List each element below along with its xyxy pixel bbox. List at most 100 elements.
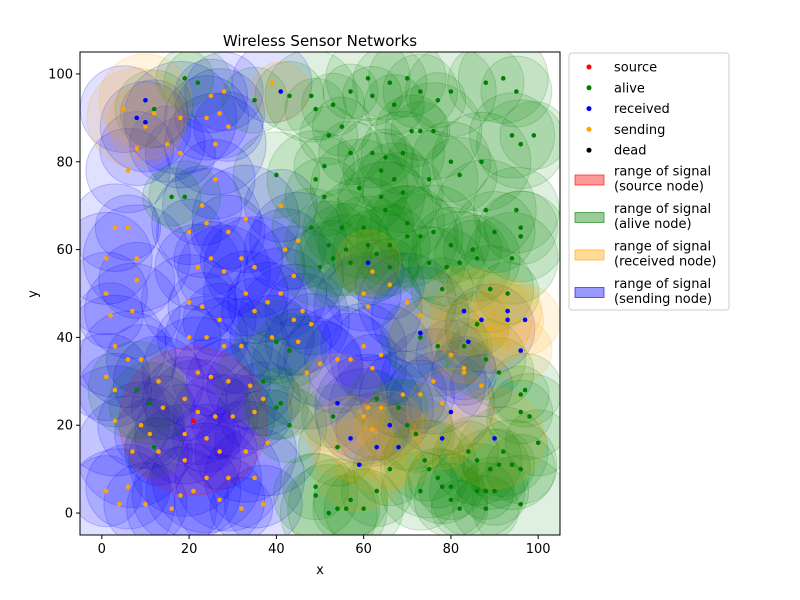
node-point-alive <box>439 286 445 292</box>
signal-range-layer <box>80 52 560 535</box>
node-point-alive <box>483 357 489 362</box>
y-axis-ticks: 0 20 40 60 80 100 <box>48 67 80 522</box>
node-point-sending <box>208 93 214 99</box>
node-point-sending <box>295 339 301 345</box>
node-point-received <box>505 317 510 323</box>
node-point-sending <box>186 229 192 235</box>
signal-range-alive <box>485 372 560 460</box>
node-point-received <box>348 436 353 441</box>
node-point-sending <box>151 111 157 116</box>
node-point-alive <box>426 466 432 472</box>
signal-range-alive <box>405 52 497 138</box>
node-point-alive <box>404 422 410 428</box>
node-point-received <box>365 260 371 266</box>
node-point-alive <box>518 409 524 415</box>
node-point-sending <box>191 488 196 494</box>
node-point-sending <box>169 506 174 511</box>
node-point-sending <box>439 400 445 406</box>
x-axis-label: x <box>316 563 324 578</box>
node-point-alive <box>308 225 314 230</box>
node-point-sending <box>204 335 209 340</box>
node-point-alive <box>182 76 188 81</box>
node-point-alive <box>404 76 410 81</box>
node-point-alive <box>487 466 493 472</box>
node-point-alive <box>326 242 332 248</box>
signal-range-alive <box>452 475 520 535</box>
node-point-sending <box>370 427 375 432</box>
node-point-received <box>505 308 510 314</box>
node-point-alive <box>387 466 393 472</box>
signal-range-sending <box>174 454 266 535</box>
legend-marker-alive <box>586 85 592 91</box>
node-point-sending <box>108 313 113 318</box>
legend-label-sending: sending <box>614 123 665 138</box>
node-point-alive <box>378 168 384 173</box>
node-point-alive <box>418 89 423 94</box>
signal-range-sending <box>80 455 143 528</box>
node-point-alive <box>274 172 279 178</box>
signal-range-alive <box>279 464 378 535</box>
node-point-alive <box>435 98 441 103</box>
node-point-sending <box>143 124 148 129</box>
node-point-sending <box>199 304 205 309</box>
node-point-alive <box>169 194 174 200</box>
signal-range-alive <box>457 52 549 124</box>
node-point-sending <box>103 488 109 494</box>
legend: source alive received sending dead range of s… <box>568 52 730 311</box>
node-point-sending <box>243 216 249 222</box>
node-point-sending <box>361 343 366 349</box>
node-point-alive <box>535 440 541 446</box>
node-point-alive <box>509 462 515 468</box>
node-point-alive <box>422 458 428 463</box>
node-point-sending <box>226 229 231 235</box>
node-point-sending <box>291 273 297 279</box>
node-point-alive <box>457 506 462 511</box>
node-point-alive <box>365 76 371 81</box>
legend-patch-range_source <box>574 174 605 186</box>
node-point-sending <box>143 501 148 507</box>
node-point-alive <box>391 102 397 107</box>
node-point-sending <box>282 247 288 252</box>
node-point-received <box>518 348 524 353</box>
node-point-alive <box>531 133 537 138</box>
legend-label-range_alive: range of signal (alive node) <box>614 202 711 232</box>
node-point-alive <box>326 510 332 516</box>
node-point-alive <box>474 458 480 463</box>
node-point-alive <box>470 247 476 252</box>
node-point-alive <box>431 128 436 134</box>
node-point-alive <box>387 80 393 86</box>
legend-marker-source <box>586 64 592 70</box>
node-point-sending <box>217 317 222 323</box>
node-point-sending <box>300 308 305 314</box>
node-point-alive <box>400 190 406 195</box>
legend-box <box>568 52 730 311</box>
node-point-alive <box>431 229 436 235</box>
node-point-sending <box>164 141 170 147</box>
node-point-sending <box>252 409 257 415</box>
signal-range-sending <box>131 446 229 535</box>
node-point-sending <box>195 264 201 270</box>
plot-area-frame <box>79 51 561 536</box>
x-tick-label: 20 <box>181 542 198 557</box>
node-point-alive <box>457 172 462 178</box>
node-point-sending <box>212 177 218 182</box>
signal-range-sending <box>209 476 274 535</box>
node-point-alive <box>487 286 493 292</box>
node-point-alive <box>500 449 506 454</box>
node-point-alive <box>361 225 366 230</box>
node-point-alive <box>287 93 292 99</box>
node-point-received <box>492 436 497 441</box>
node-point-sending <box>178 115 183 121</box>
node-point-alive <box>518 466 524 472</box>
node-point-alive <box>287 422 292 428</box>
y-tick-label: 0 <box>65 507 73 522</box>
node-point-alive <box>500 76 506 81</box>
node-point-sending <box>260 501 266 507</box>
node-point-alive <box>356 185 362 191</box>
node-point-sending <box>370 269 375 274</box>
signal-range-alive <box>447 52 525 122</box>
node-point-sending <box>138 422 144 428</box>
node-point-sending <box>291 317 297 323</box>
x-tick-label: 100 <box>526 542 551 557</box>
node-point-sending <box>247 383 253 389</box>
